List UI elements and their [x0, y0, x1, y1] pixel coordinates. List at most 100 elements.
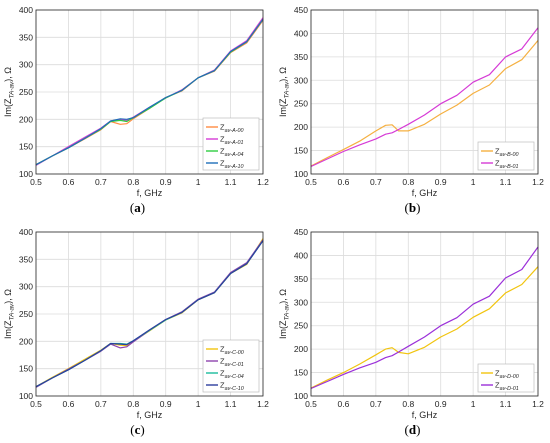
x-tick-label: 0.8: [402, 399, 414, 409]
y-tick-label: 200: [19, 336, 33, 346]
axes-box: [310, 231, 539, 397]
legend-label: Zav-B-01: [495, 159, 518, 170]
x-tick-label: 1.1: [500, 399, 512, 409]
y-axis-label: Im(ZTA-av), Ω: [3, 289, 16, 339]
axes-box: [310, 9, 539, 175]
chart-panel-c: 0.5 0.6 0.7 0.8 0.9 1 1.1 1.2 100 150 200 250 300 350…: [0, 222, 275, 443]
x-tick-label: 1.1: [225, 177, 237, 187]
y-tick-label: 100: [19, 391, 33, 401]
x-tick-label: 1: [471, 177, 476, 187]
y-tick-label: 200: [294, 344, 308, 354]
x-axis-label: f, GHz: [412, 410, 438, 420]
y-tick-label: 400: [19, 5, 33, 15]
y-tick-label: 100: [294, 169, 308, 179]
axes-box: [35, 231, 264, 397]
y-tick-label: 350: [294, 52, 308, 62]
chart-svg-a: 0.5 0.6 0.7 0.8 0.9 1 1.1 1.2 100 150 200 250 300 350…: [3, 5, 269, 198]
legend-label: Zav-B-00: [495, 147, 518, 158]
y-tick-label: 450: [294, 5, 308, 15]
x-tick-label: 0.8: [127, 399, 139, 409]
caption-d: (d): [404, 422, 421, 437]
legend-label: Zav-A-04: [220, 147, 243, 158]
x-tick-label: 0.9: [435, 177, 447, 187]
legend-label: Zav-D-00: [495, 369, 519, 380]
x-tick-label: 0.7: [95, 177, 107, 187]
x-tick-label: 0.8: [127, 177, 139, 187]
y-tick-label: 350: [19, 32, 33, 42]
axes-box: [35, 9, 264, 175]
chart-svg-b: 0.5 0.6 0.7 0.8 0.9 1 1.1 1.2 100 150 200 250 300 350…: [278, 5, 544, 198]
y-axis-label: Im(ZTA-av), Ω: [278, 289, 291, 339]
x-tick-label: 0.6: [338, 177, 350, 187]
legend-label: Zav-C-00: [220, 345, 244, 356]
caption-b: (b): [404, 200, 421, 215]
legend-label: Zav-C-04: [220, 369, 244, 380]
x-tick-label: 1.2: [532, 177, 544, 187]
chart-panel-d: 0.5 0.6 0.7 0.8 0.9 1 1.1 1.2 100 150 200 250 300 350…: [275, 222, 550, 443]
series-line-2: [310, 27, 539, 168]
y-tick-label: 300: [294, 75, 308, 85]
series-line-4: [35, 240, 264, 388]
chart-panel-b: 0.5 0.6 0.7 0.8 0.9 1 1.1 1.2 100 150 200 250 300 350…: [275, 0, 550, 221]
y-tick-label: 150: [294, 146, 308, 156]
y-tick-label: 100: [294, 391, 308, 401]
x-tick-label: 1: [471, 399, 476, 409]
caption-c: (c): [130, 422, 145, 437]
y-tick-label: 200: [19, 114, 33, 124]
y-tick-label: 200: [294, 122, 308, 132]
x-tick-label: 1.2: [257, 399, 269, 409]
x-tick-label: 0.7: [95, 399, 107, 409]
x-tick-label: 0.5: [305, 399, 317, 409]
x-tick-label: 0.5: [30, 399, 42, 409]
x-tick-label: 0.9: [160, 399, 172, 409]
y-tick-label: 350: [19, 254, 33, 264]
x-tick-label: 0.6: [63, 177, 75, 187]
x-tick-label: 0.5: [305, 177, 317, 187]
y-tick-label: 150: [294, 368, 308, 378]
series-line-2: [310, 246, 539, 390]
caption-a: (a): [129, 200, 146, 215]
y-tick-label: 300: [19, 60, 33, 70]
chart-panel-a: 0.5 0.6 0.7 0.8 0.9 1 1.1 1.2 100 150 200 250 300 350…: [0, 0, 275, 221]
x-tick-label: 1.1: [225, 399, 237, 409]
x-tick-label: 0.9: [435, 399, 447, 409]
legend-box: [477, 141, 535, 171]
y-tick-label: 150: [19, 142, 33, 152]
y-tick-label: 400: [19, 227, 33, 237]
y-tick-label: 350: [294, 274, 308, 284]
y-tick-label: 450: [294, 227, 308, 237]
legend-box: [477, 363, 535, 393]
y-tick-label: 250: [294, 99, 308, 109]
series-line-4: [35, 18, 264, 166]
y-tick-label: 250: [19, 87, 33, 97]
x-tick-label: 1.2: [532, 399, 544, 409]
x-tick-label: 0.8: [402, 177, 414, 187]
x-tick-label: 0.7: [370, 177, 382, 187]
legend-label: Zav-C-10: [220, 381, 244, 392]
series-line-1: [310, 40, 539, 167]
y-tick-label: 300: [294, 297, 308, 307]
x-tick-label: 1: [196, 177, 201, 187]
chart-svg-c: 0.5 0.6 0.7 0.8 0.9 1 1.1 1.2 100 150 200 250 300 350…: [3, 227, 269, 420]
y-tick-label: 250: [19, 309, 33, 319]
y-tick-label: 300: [19, 282, 33, 292]
y-tick-label: 400: [294, 250, 308, 260]
y-axis-label: Im(ZTA-av), Ω: [278, 67, 291, 117]
y-axis-label: Im(ZTA-av), Ω: [3, 67, 16, 117]
legend-label: Zav-C-01: [220, 357, 244, 368]
y-tick-label: 250: [294, 321, 308, 331]
x-axis-label: f, GHz: [412, 188, 438, 198]
series-line-1: [310, 266, 539, 389]
x-tick-label: 1.1: [500, 177, 512, 187]
x-tick-label: 0.6: [63, 399, 75, 409]
x-tick-label: 0.6: [338, 399, 350, 409]
legend-label: Zav-A-00: [220, 123, 243, 134]
legend-label: Zav-A-10: [220, 159, 243, 170]
x-tick-label: 0.5: [30, 177, 42, 187]
chart-svg-d: 0.5 0.6 0.7 0.8 0.9 1 1.1 1.2 100 150 200 250 300 350…: [278, 227, 544, 420]
legend-label: Zav-A-01: [220, 135, 243, 146]
x-axis-label: f, GHz: [137, 188, 163, 198]
x-tick-label: 1.2: [257, 177, 269, 187]
legend-label: Zav-D-01: [495, 381, 519, 392]
x-axis-label: f, GHz: [137, 410, 163, 420]
